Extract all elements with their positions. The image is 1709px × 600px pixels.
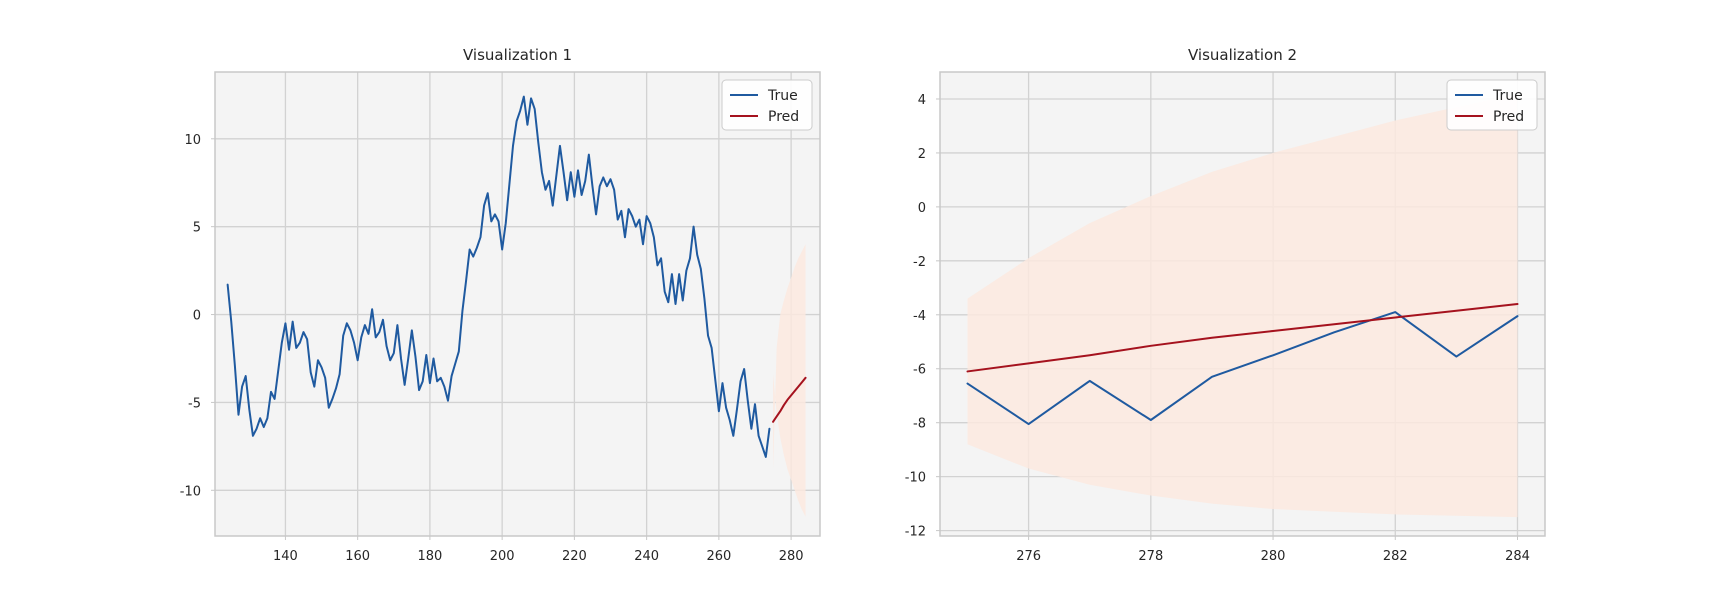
x-tick-label: 180	[417, 549, 442, 564]
x-tick-label: 280	[779, 549, 804, 564]
y-tick-label: -10	[180, 484, 201, 499]
plot-frame	[214, 71, 821, 537]
x-tick-label: 284	[1505, 549, 1530, 564]
y-tick-label: 2	[918, 147, 926, 162]
x-tick-label: 140	[273, 549, 298, 564]
chart-panel-1: 140 160 180 200 220 240 260 280 -10 -5 0 5 10 Visuali…	[180, 46, 821, 564]
x-tick-label: 200	[490, 549, 515, 564]
plot-frame	[939, 71, 1546, 537]
legend-label-true: True	[767, 88, 798, 104]
chart-title: Visualization 2	[1188, 46, 1297, 64]
pred-confidence-band	[967, 93, 1518, 518]
y-tick-label: -8	[913, 417, 926, 432]
series-line-true	[966, 311, 1519, 426]
series-line-true	[226, 95, 771, 458]
legend-label-pred: Pred	[768, 109, 799, 125]
y-tick-label: -10	[905, 471, 926, 486]
y-tick-label: 10	[184, 133, 201, 148]
x-tick-label: 282	[1383, 549, 1408, 564]
legend-label-pred: Pred	[1493, 109, 1524, 125]
y-tick-label: -6	[913, 363, 926, 378]
x-tick-label: 280	[1261, 549, 1286, 564]
legend-box	[1446, 79, 1538, 131]
legend: True Pred	[721, 79, 813, 131]
plot-area	[215, 72, 820, 536]
x-tick-label: 260	[706, 549, 731, 564]
y-tick-label: 4	[918, 93, 926, 108]
x-tick-label: 220	[562, 549, 587, 564]
chart-title: Visualization 1	[463, 46, 572, 64]
data-layer	[966, 93, 1519, 518]
y-tick-label: -2	[913, 255, 926, 270]
legend-box	[721, 79, 813, 131]
data-layer	[226, 95, 807, 517]
legend-label-true: True	[1492, 88, 1523, 104]
series-line-pred	[966, 303, 1519, 373]
pred-confidence-band	[773, 244, 806, 517]
y-tick-label: 0	[918, 201, 926, 216]
x-tick-label: 240	[634, 549, 659, 564]
y-tick-label: -5	[188, 396, 201, 411]
y-tick-label: -12	[905, 525, 926, 540]
y-tick-label: 5	[193, 221, 201, 236]
x-tick-label: 278	[1138, 549, 1163, 564]
x-tick-label: 160	[345, 549, 370, 564]
x-tick-label: 276	[1016, 549, 1041, 564]
y-tick-label: -4	[913, 309, 926, 324]
legend: True Pred	[1446, 79, 1538, 131]
y-tick-label: 0	[193, 309, 201, 324]
chart-panel-2: 276 278 280 282 284 -12 -10 -8 -6 -4 -2 0 2 4 Visualiz…	[905, 46, 1546, 564]
series-line-pred	[772, 376, 807, 423]
